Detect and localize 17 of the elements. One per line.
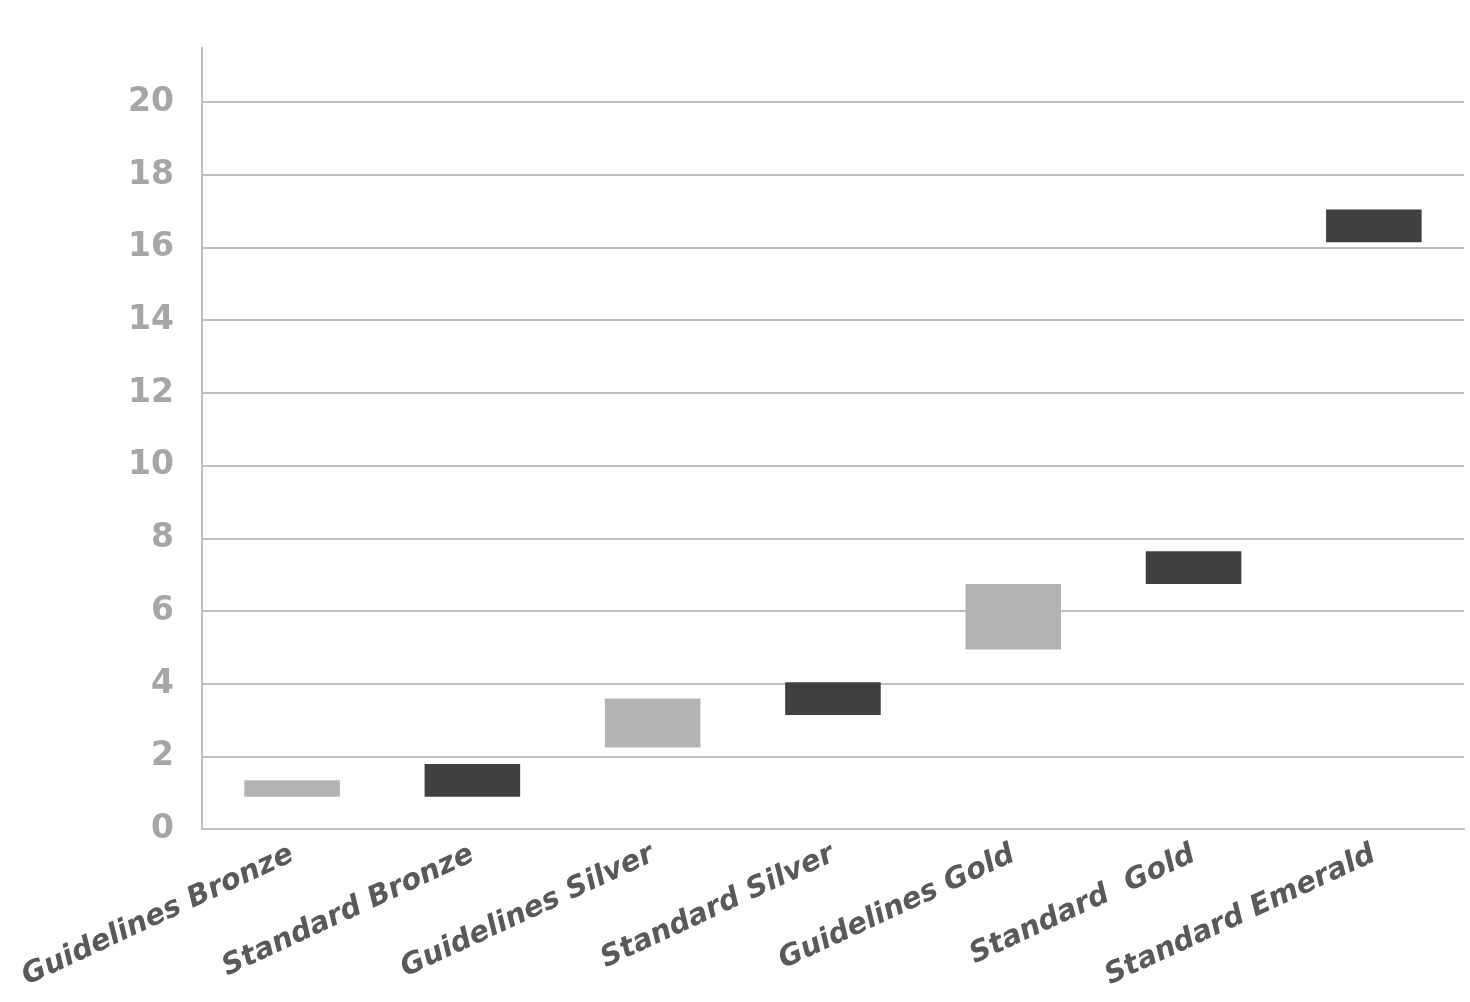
y-tick-label: 18 <box>127 152 174 192</box>
bar <box>1145 551 1242 585</box>
bar <box>604 698 701 748</box>
bar <box>244 780 340 797</box>
y-tick-label: 2 <box>150 734 174 774</box>
y-tick-label: 8 <box>150 516 174 556</box>
y-tick-label: 16 <box>127 225 174 265</box>
bar <box>424 763 521 797</box>
y-tick-label: 10 <box>127 443 174 483</box>
bar <box>785 682 881 715</box>
y-tick-label: 20 <box>127 79 174 119</box>
y-tick-label: 4 <box>150 661 174 701</box>
bar <box>1326 209 1422 243</box>
y-tick-label: 12 <box>127 370 174 410</box>
y-tick-label: 14 <box>127 298 174 338</box>
y-tick-label: 6 <box>150 588 174 628</box>
y-tick-label: 0 <box>150 806 174 846</box>
